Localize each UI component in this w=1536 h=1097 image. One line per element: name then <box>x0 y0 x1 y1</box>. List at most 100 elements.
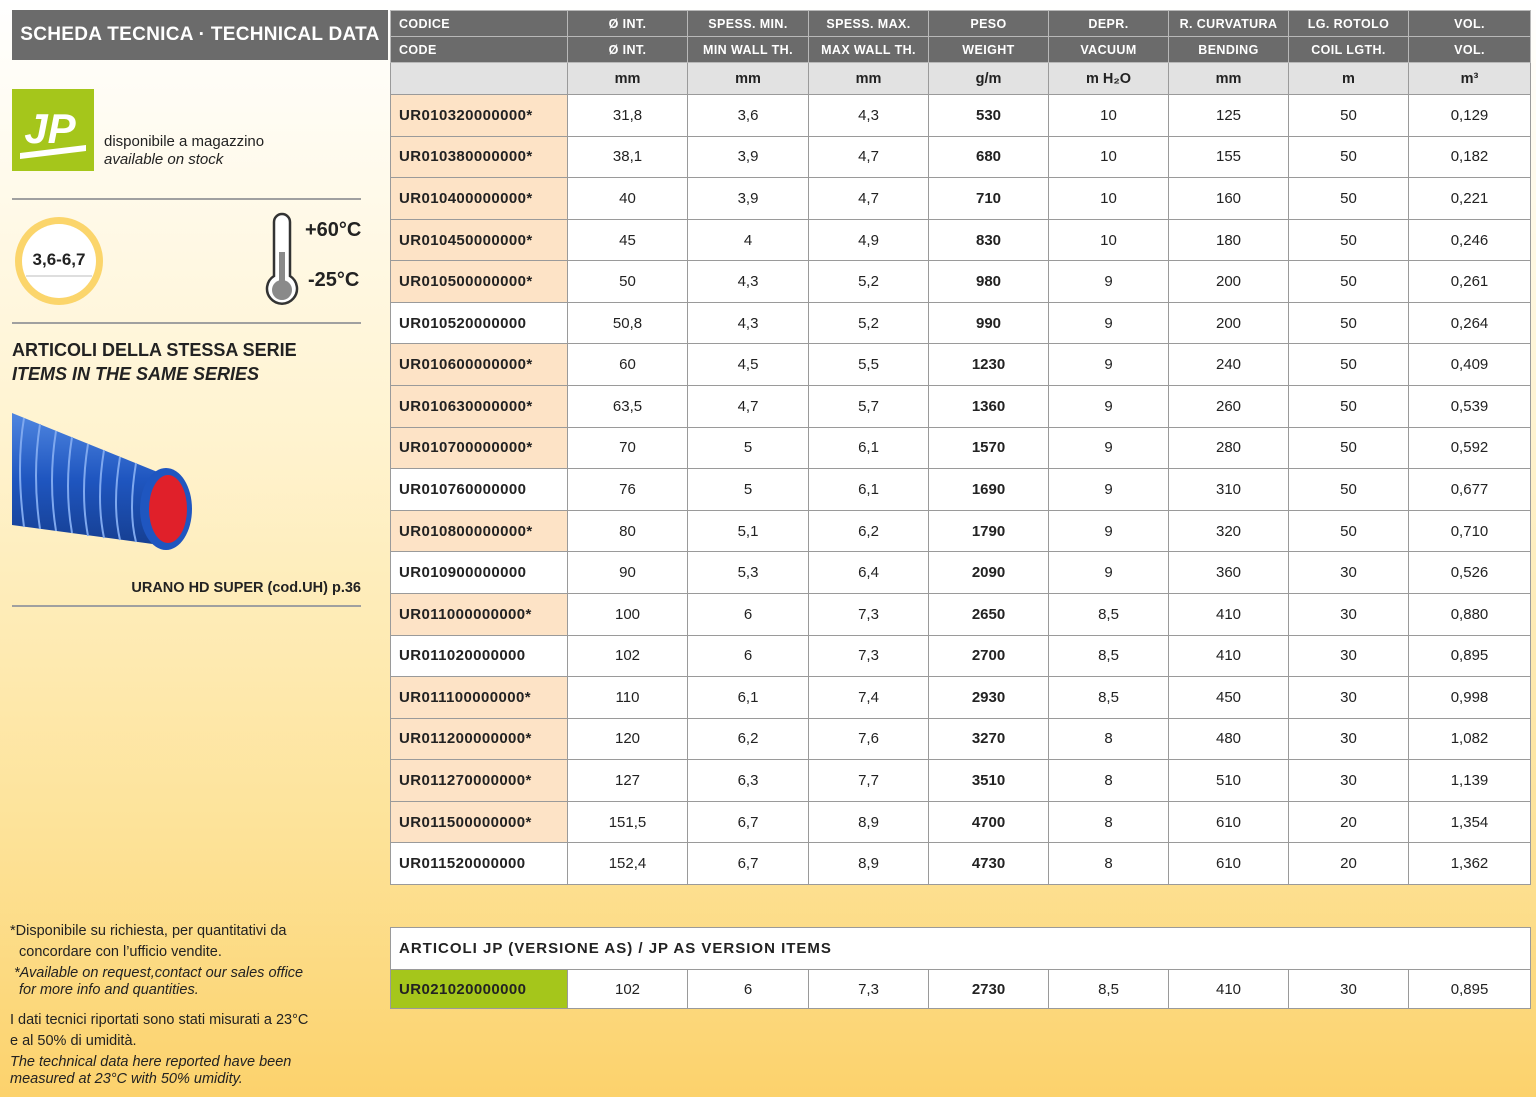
data-cell: 4,7 <box>687 385 809 428</box>
data-cell: 1,362 <box>1408 842 1531 885</box>
data-row: UR010450000000* 45 4 4,9 830 10 180 50 0,246 <box>390 218 1531 262</box>
data-cell: 30 <box>1288 759 1409 802</box>
data-cell: 980 <box>928 260 1049 303</box>
data-cell: 0,182 <box>1408 135 1531 179</box>
data-cell: 20 <box>1288 800 1409 844</box>
thermometer-column <box>279 252 285 288</box>
header-cell: Ø INT. <box>567 10 688 37</box>
data-cell: 31,8 <box>567 94 688 137</box>
header-cell: SPESS. MIN. <box>687 10 809 37</box>
data-cell: 120 <box>567 717 688 761</box>
data-cell: 510 <box>1168 759 1289 802</box>
data-cell: 8,5 <box>1048 676 1169 719</box>
data-cell: 127 <box>567 759 688 802</box>
thickness-range: 3,6-6,7 <box>32 250 86 269</box>
data-cell: 0,221 <box>1408 177 1531 220</box>
header-cell: COIL LGTH. <box>1288 36 1409 63</box>
data-cell: 8,5 <box>1048 969 1169 1009</box>
product-image <box>12 413 192 550</box>
data-cell: 240 <box>1168 343 1289 387</box>
data-cell: 7,7 <box>808 759 929 802</box>
data-cell: 70 <box>567 426 688 470</box>
data-cell: 1360 <box>928 385 1049 428</box>
data-cell: 50 <box>1288 260 1409 303</box>
data-cell: 30 <box>1288 676 1409 719</box>
divider <box>12 605 361 607</box>
data-cell: 2700 <box>928 634 1049 678</box>
thermometer-bulb <box>272 280 292 300</box>
data-cell: 410 <box>1168 592 1289 636</box>
note-line: *Available on request,contact our sales … <box>14 965 304 981</box>
data-cell: 320 <box>1168 509 1289 553</box>
data-cell: 45 <box>567 218 688 262</box>
header-cell: PESO <box>928 10 1049 37</box>
data-cell: 6 <box>687 634 809 678</box>
header-cell: BENDING <box>1168 36 1289 63</box>
header-cell: VOL. <box>1408 36 1531 63</box>
code-cell: UR010900000000 <box>390 551 568 594</box>
note-line: *Disponibile su richiesta, per quantitat… <box>10 923 287 939</box>
data-cell: 30 <box>1288 551 1409 594</box>
data-cell: 6,1 <box>808 426 929 470</box>
unit-cell: mm <box>567 62 688 95</box>
data-cell: 6 <box>687 969 809 1009</box>
data-cell: 10 <box>1048 177 1169 220</box>
divider <box>12 198 361 200</box>
data-cell: 530 <box>928 94 1049 137</box>
data-row: UR011000000000* 100 6 7,3 2650 8,5 410 30 0,880 <box>390 592 1531 636</box>
code-cell: UR011020000000 <box>390 634 568 678</box>
data-cell: 4,3 <box>687 260 809 303</box>
data-row: UR010800000000* 80 5,1 6,2 1790 9 320 50 0,710 <box>390 509 1531 553</box>
code-cell: UR010450000000* <box>390 218 568 262</box>
code-cell: UR011100000000* <box>390 676 568 719</box>
data-cell: 5 <box>687 426 809 470</box>
data-cell: 4,3 <box>687 301 809 345</box>
data-cell: 1,082 <box>1408 717 1531 761</box>
data-cell: 5,1 <box>687 509 809 553</box>
data-cell: 8 <box>1048 842 1169 885</box>
unit-cell: mm <box>808 62 929 95</box>
data-cell: 6,7 <box>687 842 809 885</box>
temp-min: -25°C <box>308 269 360 291</box>
sidebar-title: SCHEDA TECNICA · TECHNICAL DATA <box>12 10 388 60</box>
code-cell: UR010500000000* <box>390 260 568 303</box>
hose-interior <box>149 475 187 543</box>
data-cell: 7,3 <box>808 592 929 636</box>
data-row: UR011500000000* 151,5 6,7 8,9 4700 8 610 20 1,35… <box>390 800 1531 844</box>
as-title-row: ARTICOLI JP (VERSIONE AS) / JP AS VERSIO… <box>389 927 1532 970</box>
data-row: UR010600000000* 60 4,5 5,5 1230 9 240 50 0,409 <box>390 343 1531 387</box>
data-cell: 9 <box>1048 509 1169 553</box>
series-it: ARTICOLI DELLA STESSA SERIE <box>12 340 297 360</box>
data-cell: 110 <box>567 676 688 719</box>
data-cell: 125 <box>1168 94 1289 137</box>
unit-row: mm mm mm g/m m H₂O mm m m³ <box>390 62 1531 95</box>
code-cell: UR010630000000* <box>390 385 568 428</box>
note-line: The technical data here reported have be… <box>10 1054 292 1070</box>
data-cell: 4 <box>687 218 809 262</box>
data-cell: 90 <box>567 551 688 594</box>
data-row: UR011520000000 152,4 6,7 8,9 4730 8 610 20 1,362 <box>390 842 1531 885</box>
data-cell: 30 <box>1288 592 1409 636</box>
data-cell: 50 <box>1288 301 1409 345</box>
data-cell: 1570 <box>928 426 1049 470</box>
data-cell: 6,7 <box>687 800 809 844</box>
data-cell: 5,2 <box>808 301 929 345</box>
data-cell: 0,677 <box>1408 468 1531 511</box>
note-line: I dati tecnici riportati sono stati misu… <box>10 1012 309 1028</box>
data-cell: 5,5 <box>808 343 929 387</box>
data-cell: 100 <box>567 592 688 636</box>
badge-inner <box>22 224 96 298</box>
data-row: UR011020000000 102 6 7,3 2700 8,5 410 30 0,895 <box>390 634 1531 678</box>
data-row: UR011200000000* 120 6,2 7,6 3270 8 480 30 1,082 <box>390 717 1531 761</box>
thermometer <box>265 212 299 305</box>
data-cell: 8 <box>1048 717 1169 761</box>
unit-cell: m³ <box>1408 62 1531 95</box>
data-cell: 410 <box>1168 634 1289 678</box>
header-cell: R. CURVATURA <box>1168 10 1289 37</box>
data-cell: 360 <box>1168 551 1289 594</box>
data-cell: 30 <box>1288 717 1409 761</box>
data-cell: 7,4 <box>808 676 929 719</box>
note-line: for more info and quantities. <box>19 982 199 998</box>
data-cell: 830 <box>928 218 1049 262</box>
divider <box>12 322 361 324</box>
